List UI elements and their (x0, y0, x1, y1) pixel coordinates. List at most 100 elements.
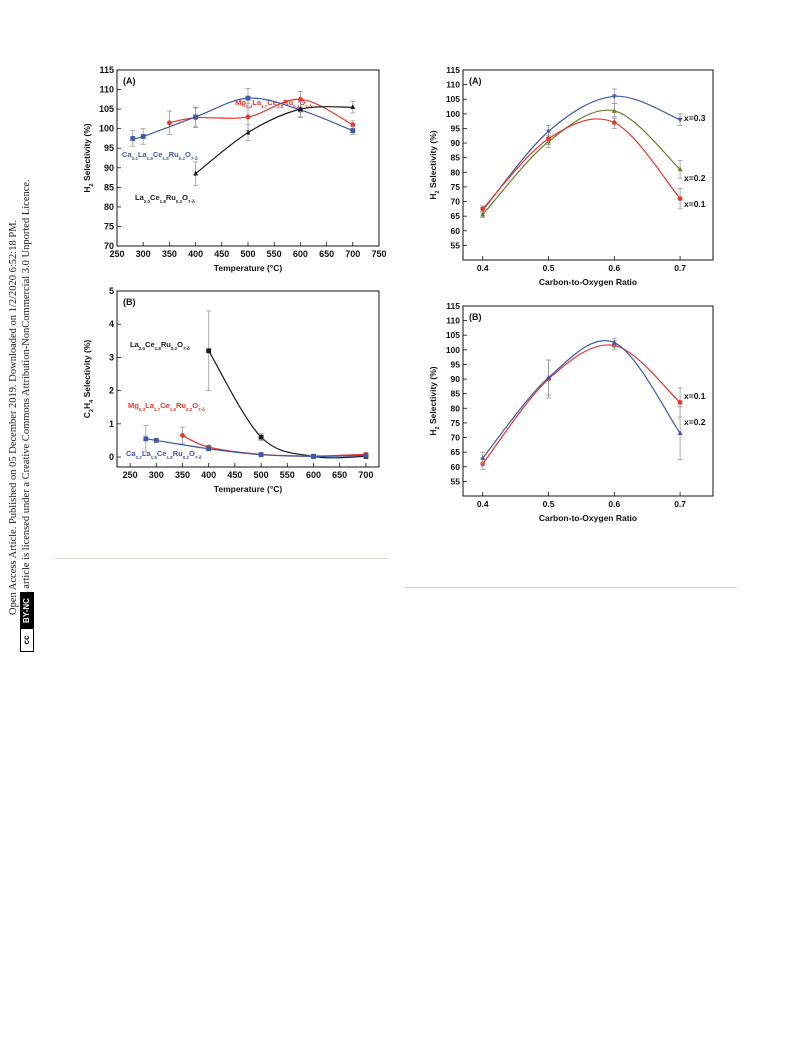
data-point-5 (350, 128, 356, 134)
formula-part: 0.2 (179, 156, 186, 161)
formula-part: Mg (128, 401, 139, 410)
x-tick-label: 650 (319, 249, 334, 259)
licence-info[interactable]: This article is licensed under a Creativ… (21, 179, 32, 610)
formula-part: Ru (173, 449, 183, 458)
plot-frame (462, 69, 714, 261)
y-tick-label: 100 (446, 109, 460, 119)
label-part: H (82, 403, 92, 409)
series-0 (206, 310, 369, 459)
formula-part: La (135, 193, 145, 202)
formula-part: 0.2 (183, 455, 190, 460)
formula-part: 7-δ (305, 104, 312, 109)
formula-part: 2.0 (139, 346, 146, 351)
x-tick-label: 450 (227, 470, 242, 480)
formula-part: 0.3 (246, 104, 253, 109)
label-part: H (428, 193, 438, 199)
formula-part: 1.8 (170, 407, 177, 412)
formula-part: 1.8 (155, 346, 162, 351)
formula-part: 1.8 (147, 156, 154, 161)
data-point-1 (258, 434, 264, 440)
formula-part: Ce (150, 193, 160, 202)
formula-part: La (130, 340, 140, 349)
publication-info: Open Access Article. Published on 05 Dec… (8, 219, 19, 615)
cc-by-nc-badge[interactable]: cc BY-NC (20, 592, 34, 652)
data-point-3 (298, 96, 303, 102)
formula-part: 1.8 (160, 199, 167, 204)
y-tick-label: 90 (104, 163, 114, 173)
formula-part: 1.8 (162, 156, 169, 161)
formula-part: Ce (267, 98, 277, 107)
y-tick-label: 85 (104, 182, 114, 192)
y-axis-title: C2H4 Selectivity (%) (82, 340, 95, 419)
y-tick-label: 85 (451, 153, 461, 163)
data-point-0 (480, 211, 486, 217)
y-tick-label: 60 (451, 226, 461, 236)
y-tick-label: 95 (451, 359, 461, 369)
data-point-4 (350, 122, 356, 128)
data-point-1 (546, 129, 551, 135)
data-point-0 (193, 170, 198, 176)
y-tick-label: 4 (109, 319, 114, 329)
series-line (208, 350, 366, 459)
series-label-0: Mg0.3La1.7Ce1.8Ru0.2O7-δ (235, 98, 312, 109)
formula-part: 1.8 (166, 455, 173, 460)
data-point-0 (143, 436, 149, 442)
label-part: 2 (435, 190, 441, 193)
x-axis-title: Temperature (°C) (214, 263, 283, 273)
x-tick-label: 400 (201, 470, 216, 480)
label-part: 2 (89, 409, 95, 412)
y-tick-label: 110 (446, 316, 460, 326)
series-line (482, 340, 681, 459)
series-0 (480, 340, 683, 471)
data-point-0 (180, 433, 185, 438)
data-point-3 (677, 196, 683, 202)
x-tick-label: 400 (188, 249, 203, 259)
label-part: Selectivity (%) (428, 366, 438, 426)
y-tick-label: 2 (109, 386, 114, 396)
data-point-3 (677, 117, 683, 123)
x-tick-label: 550 (280, 470, 295, 480)
x-tick-label: 300 (136, 249, 151, 259)
formula-part: La (145, 401, 155, 410)
formula-part: 7-δ (191, 156, 198, 161)
formula-part: O (185, 150, 191, 159)
label-part: Selectivity (%) (82, 123, 92, 183)
data-point-3 (677, 166, 683, 172)
data-point-2 (298, 106, 303, 112)
x-tick-label: 0.4 (477, 263, 489, 273)
formula-part: 0.2 (293, 104, 300, 109)
data-point-0 (206, 348, 212, 354)
y-tick-label: 80 (451, 167, 461, 177)
formula-part: Ce (153, 150, 163, 159)
x-tick-label: 0.7 (674, 499, 686, 509)
y-tick-label: 75 (451, 182, 461, 192)
plot-frame (462, 305, 714, 497)
formula-part: O (189, 449, 195, 458)
y-tick-label: 75 (104, 221, 114, 231)
x-tick-label: 0.6 (608, 263, 620, 273)
series-line (195, 106, 353, 175)
series-label-2: x=0.1 (684, 199, 706, 209)
y-tick-label: 105 (446, 330, 460, 340)
data-point-4 (311, 453, 316, 459)
data-point-3 (677, 400, 683, 405)
x-tick-label: 0.5 (543, 263, 555, 273)
formula-part: Ru (166, 193, 176, 202)
y-tick-label: 70 (451, 197, 461, 207)
formula-part: 7-δ (195, 455, 202, 460)
label-part: C (82, 412, 92, 418)
x-tick-label: 0.6 (608, 499, 620, 509)
y-tick-label: 3 (109, 352, 114, 362)
y-tick-label: 75 (451, 418, 461, 428)
x-tick-label: 500 (254, 470, 269, 480)
chart-right-b: 0.4 0.5 0.6 0.7 55 60 65 70 75 80 85 90 95 100 105 110 1… (428, 296, 730, 531)
x-tick-label: 350 (175, 470, 190, 480)
series-line (482, 344, 681, 465)
series-2 (193, 100, 356, 186)
formula-part: 1.7 (261, 104, 268, 109)
series-line (482, 95, 681, 211)
data-point-3 (350, 104, 356, 110)
formula-part: 0.2 (132, 156, 139, 161)
x-tick-label: 600 (293, 249, 308, 259)
data-point-1 (546, 136, 551, 142)
